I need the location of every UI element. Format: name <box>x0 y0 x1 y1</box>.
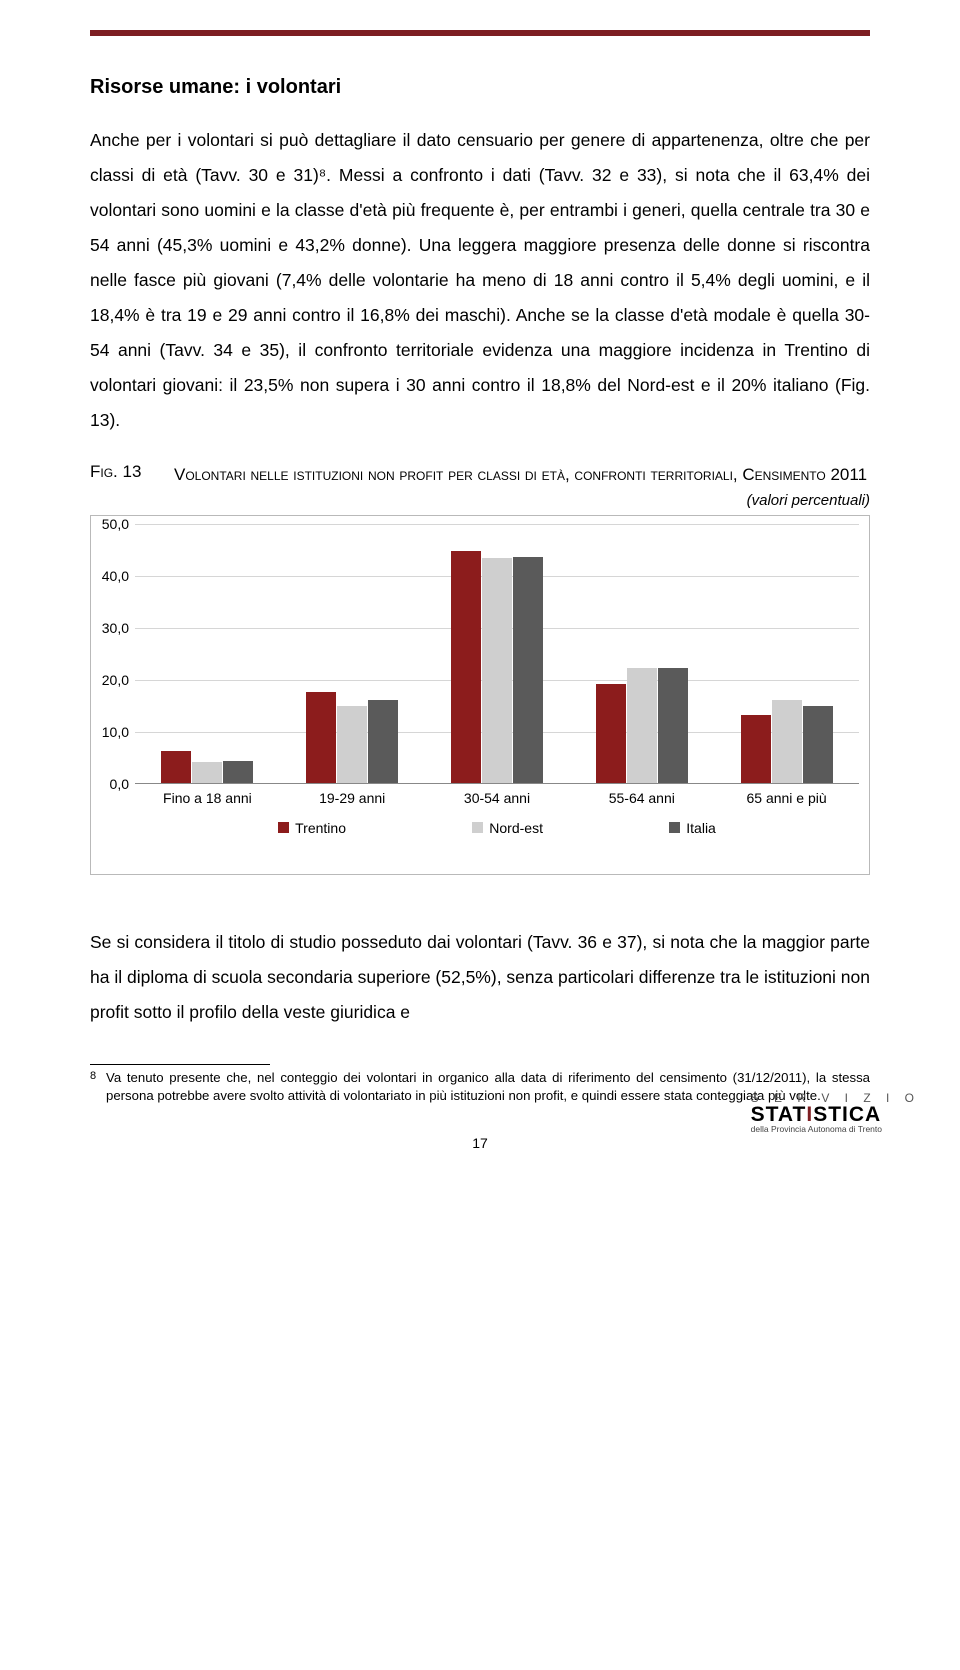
figure-subtitle: (valori percentuali) <box>90 492 870 509</box>
x-axis-labels: Fino a 18 anni19-29 anni30-54 anni55-64 … <box>135 790 859 806</box>
bar <box>513 557 543 783</box>
x-tick-label: Fino a 18 anni <box>135 790 280 806</box>
footnote-rule <box>90 1064 270 1065</box>
page-number: 17 <box>90 1135 870 1151</box>
legend-item: Trentino <box>278 820 346 836</box>
legend-item: Italia <box>669 820 716 836</box>
y-tick-label: 20,0 <box>95 672 129 688</box>
x-tick-label: 55-64 anni <box>569 790 714 806</box>
top-rule <box>90 30 870 36</box>
bar-groups <box>135 524 859 783</box>
y-tick-label: 10,0 <box>95 724 129 740</box>
logo-line2: STATISTICA <box>751 1104 920 1125</box>
y-tick-label: 50,0 <box>95 516 129 532</box>
bar <box>161 751 191 783</box>
body-paragraph-1: Anche per i volontari si può dettagliare… <box>90 123 870 438</box>
legend-swatch <box>278 822 289 833</box>
bar-group <box>280 524 425 783</box>
y-tick-label: 40,0 <box>95 568 129 584</box>
bar-group <box>714 524 859 783</box>
legend-label: Nord-est <box>489 820 543 836</box>
logo-line2-pre: STAT <box>751 1103 807 1126</box>
body-paragraph-2: Se si considera il titolo di studio poss… <box>90 925 870 1030</box>
bar-group <box>569 524 714 783</box>
figure-heading: Fig. 13 Volontari nelle istituzioni non … <box>90 462 870 488</box>
legend-item: Nord-est <box>472 820 543 836</box>
chart-legend: Trentino Nord-est Italia <box>135 806 859 836</box>
bar <box>741 715 771 783</box>
legend-swatch <box>472 822 483 833</box>
bar <box>772 700 802 783</box>
figure-label: Fig. 13 <box>90 462 174 488</box>
plot-area: 0,010,020,030,040,050,0 <box>135 524 859 784</box>
bar <box>451 551 481 783</box>
bar <box>803 706 833 782</box>
x-tick-label: 65 anni e più <box>714 790 859 806</box>
footnote-number: 8 <box>90 1069 106 1106</box>
y-tick-label: 30,0 <box>95 620 129 636</box>
bar-group <box>425 524 570 783</box>
bar <box>627 668 657 783</box>
x-tick-label: 30-54 anni <box>425 790 570 806</box>
legend-swatch <box>669 822 680 833</box>
bar <box>658 668 688 782</box>
y-tick-label: 0,0 <box>95 776 129 792</box>
legend-label: Trentino <box>295 820 346 836</box>
legend-label: Italia <box>686 820 716 836</box>
logo-line3: della Provincia Autonoma di Trento <box>751 1125 920 1134</box>
bar <box>482 558 512 783</box>
figure-title: Volontari nelle istituzioni non profit p… <box>174 462 867 488</box>
bar-group <box>135 524 280 783</box>
bar-chart: 0,010,020,030,040,050,0 Fino a 18 anni19… <box>90 515 870 875</box>
logo-line2-post: STICA <box>813 1103 881 1126</box>
bar <box>368 700 398 783</box>
x-tick-label: 19-29 anni <box>280 790 425 806</box>
bar <box>596 684 626 782</box>
bar <box>223 761 253 782</box>
bar <box>306 692 336 782</box>
bar <box>192 762 222 783</box>
bar <box>337 706 367 783</box>
section-title: Risorse umane: i volontari <box>90 76 870 99</box>
footer-logo: S E R V I Z I O STATISTICA della Provinc… <box>751 1092 920 1134</box>
